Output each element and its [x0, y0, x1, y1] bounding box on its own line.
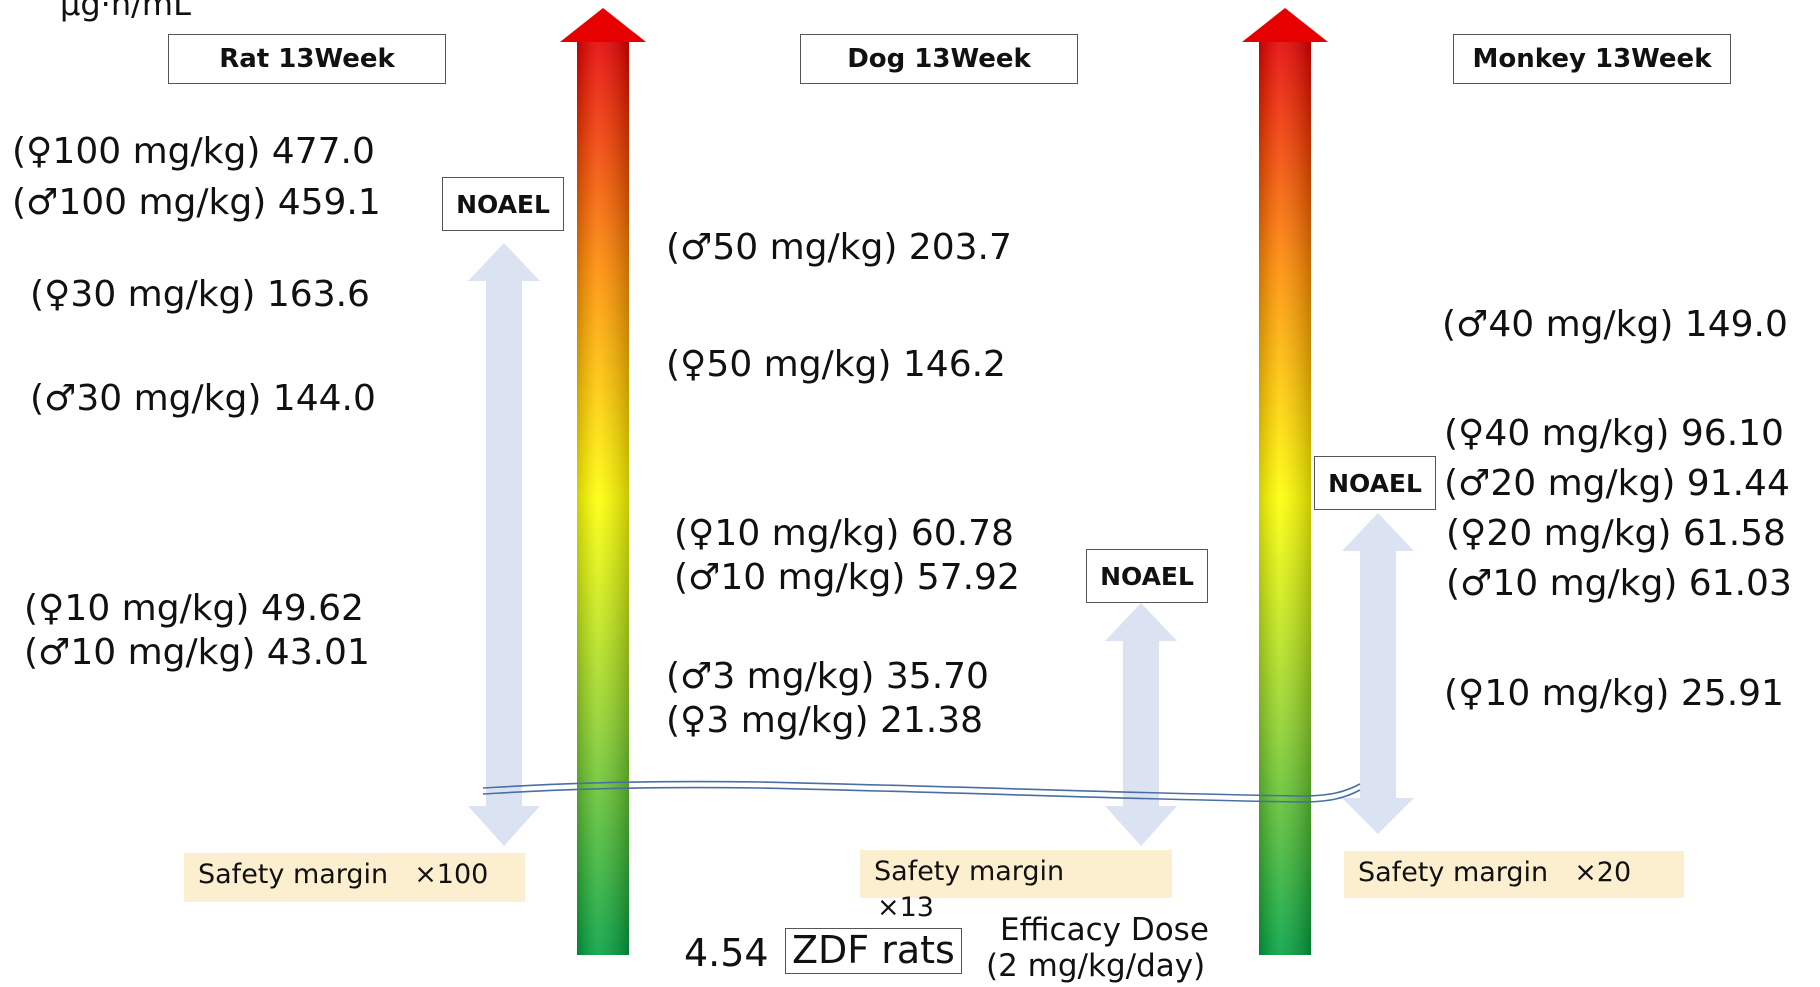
dog-value: (♀50 mg/kg) 146.2	[666, 344, 1006, 385]
monkey-value: (♀20 mg/kg) 61.58	[1446, 513, 1786, 554]
safety-margin-label: Safety margin	[1358, 857, 1549, 888]
safety-margin-label: Safety margin	[198, 859, 389, 890]
safety-margin-rat: Safety margin ×100	[184, 853, 525, 902]
rat-value: (♀100 mg/kg) 477.0	[12, 131, 375, 172]
safety-margin-monkey: Safety margin ×20	[1344, 851, 1684, 898]
monkey-value: (♂40 mg/kg) 149.0	[1442, 304, 1788, 345]
safety-margin-label: Safety margin	[874, 856, 1065, 887]
safety-margin-multiplier: ×20	[1574, 857, 1632, 888]
baseline-line	[482, 780, 1361, 803]
dog-value: (♂3 mg/kg) 35.70	[666, 656, 989, 697]
dog-value: (♀3 mg/kg) 21.38	[666, 700, 984, 741]
double-arrow-dog	[1105, 603, 1177, 846]
dog-value: (♂50 mg/kg) 203.7	[666, 227, 1012, 268]
double-arrow-rat	[468, 243, 540, 846]
rat-value: (♂30 mg/kg) 144.0	[30, 378, 376, 419]
dog-value: (♀10 mg/kg) 60.78	[674, 513, 1014, 554]
safety-margin-dog: Safety margin	[860, 850, 1172, 898]
monkey-value: (♀10 mg/kg) 25.91	[1444, 673, 1784, 714]
header-rat: Rat 13Week	[168, 34, 446, 84]
rat-value: (♀10 mg/kg) 49.62	[24, 588, 364, 629]
efficacy-dose-value: (2 mg/kg/day)	[986, 948, 1206, 984]
gradient-arrow-right	[1242, 8, 1328, 955]
gradient-arrow-left	[560, 8, 646, 955]
noael-dog: NOAEL	[1086, 549, 1208, 603]
unit-label: µg·h/mL	[60, 0, 191, 23]
rat-value: (♂10 mg/kg) 43.01	[24, 632, 370, 673]
safety-margin-multiplier: ×100	[414, 859, 489, 890]
header-dog: Dog 13Week	[800, 34, 1078, 84]
efficacy-exposure-value: 4.54	[684, 931, 769, 975]
zdf-rats-box: ZDF rats	[785, 928, 962, 974]
rat-value: (♀30 mg/kg) 163.6	[30, 274, 370, 315]
double-arrow-monkey	[1342, 513, 1414, 834]
safety-margin-multiplier: ×13	[877, 892, 934, 923]
dog-value: (♂10 mg/kg) 57.92	[674, 557, 1020, 598]
monkey-value: (♂20 mg/kg) 91.44	[1444, 463, 1790, 504]
rat-value: (♂100 mg/kg) 459.1	[12, 182, 381, 223]
monkey-value: (♀40 mg/kg) 96.10	[1444, 413, 1784, 454]
monkey-value: (♂10 mg/kg) 61.03	[1446, 563, 1792, 604]
noael-monkey: NOAEL	[1314, 456, 1436, 510]
efficacy-dose-label: Efficacy Dose	[1000, 912, 1209, 948]
header-monkey: Monkey 13Week	[1453, 34, 1731, 84]
noael-rat: NOAEL	[442, 177, 564, 231]
